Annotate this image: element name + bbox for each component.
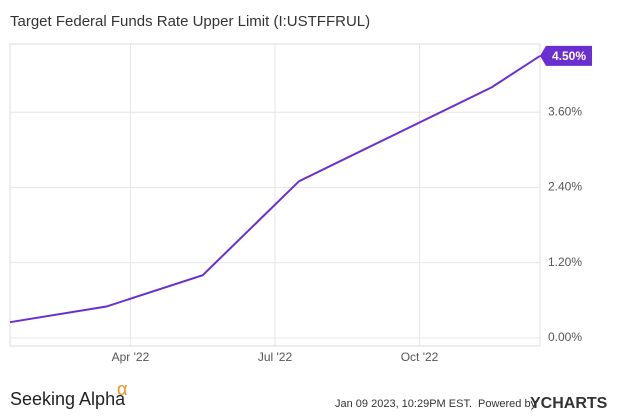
y-tick-label: 0.00%	[548, 330, 582, 344]
value-label-badge	[540, 45, 592, 66]
x-tick-label: Jul '22	[258, 350, 293, 364]
provider: YCHARTS	[530, 395, 608, 412]
value-label: 4.50%	[552, 49, 586, 63]
brand: Seeking Alpha	[10, 389, 126, 409]
brand-mark: α	[117, 379, 127, 399]
x-tick-label: Apr '22	[112, 350, 150, 364]
timestamp: Jan 09 2023, 10:29PM EST.	[335, 398, 472, 410]
chart-title: Target Federal Funds Rate Upper Limit (I…	[10, 13, 370, 30]
y-tick-label: 3.60%	[548, 104, 582, 118]
x-tick-label: Oct '22	[401, 350, 439, 364]
y-tick-label: 1.20%	[548, 255, 582, 269]
line	[9, 55, 541, 324]
y-tick-label: 2.40%	[548, 180, 582, 194]
powered-by: Powered by	[478, 398, 537, 410]
